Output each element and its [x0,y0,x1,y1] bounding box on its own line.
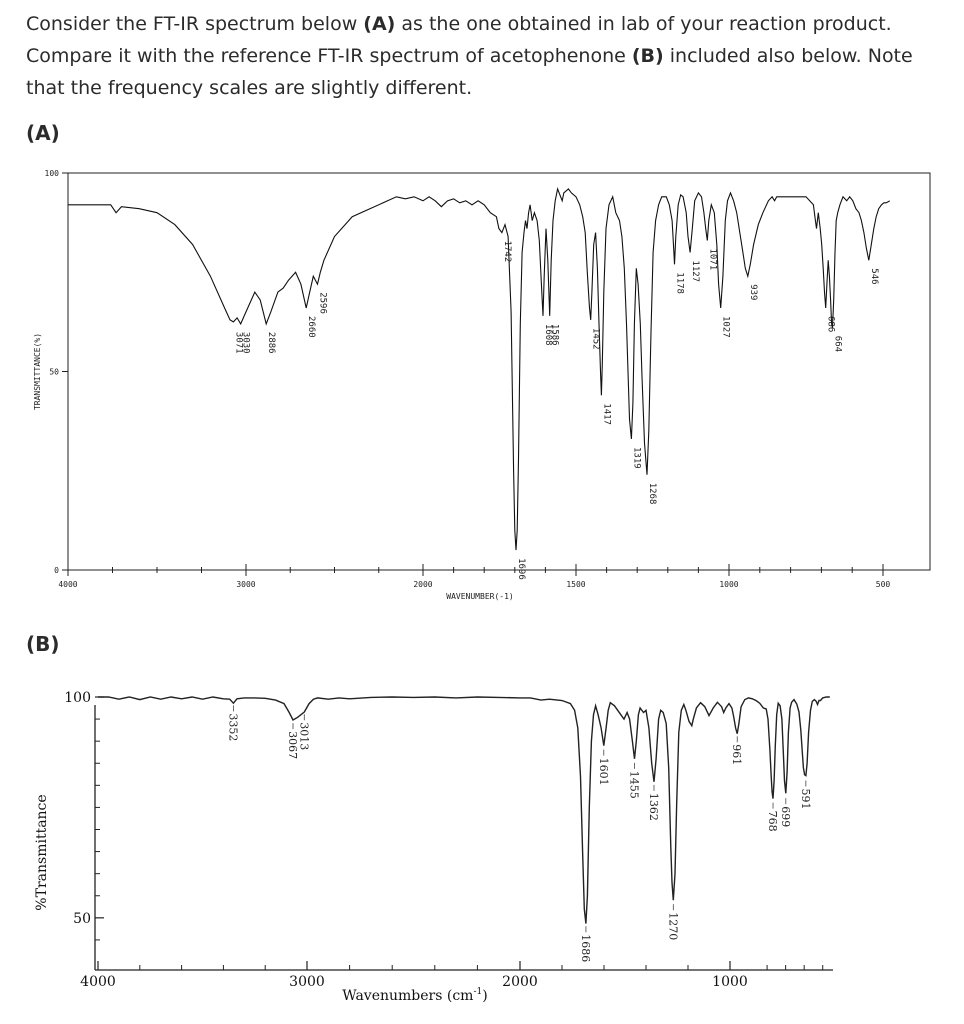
chart-b-peak-label: 1455 [628,771,641,799]
intro-ref-b: (B) [631,45,664,67]
chart-a-x-axis-label: WAVENUMBER(-1) [446,592,513,601]
chart-a-peak-label: 664 [833,336,843,352]
chart-b-x-axis-label: Wavenumbers (cm-1) [342,987,487,1004]
spectrum-chart-b: 50 100 4000 3000 2000 1000 Wavenumbers (cm-1)… [34,690,833,1004]
chart-a-peak-label: 1178 [675,272,685,294]
chart-a-x-tick-label: 1500 [566,580,585,589]
chart-a-x-tick-label: 3000 [236,580,255,589]
chart-a-peak-label: 1608 [543,324,553,346]
intro-text-3: included also below. Note that the frequ… [26,45,913,99]
chart-a-x-tick-label: 1000 [719,580,738,589]
chart-a-peak-label: 1319 [631,447,641,469]
chart-b-y-tick-label: 100 [64,690,91,706]
chart-b-peak-label: 1601 [597,758,610,786]
chart-a-peak-label: 686 [826,316,836,332]
chart-b-peak-label: 1686 [579,934,592,962]
chart-a-y-tick-label: 0 [54,566,59,575]
section-label-a: (A) [26,121,60,145]
chart-b-peak-label: 1270 [666,912,679,940]
chart-a-frame [67,172,931,571]
chart-b-spectrum-line [98,696,830,924]
chart-a-peak-label: 1027 [721,316,731,338]
chart-b-x-tick-label: 4000 [80,974,116,990]
chart-a-y-tick-label: 50 [49,368,59,377]
chart-a-peak-label: 1742 [502,241,512,263]
chart-a-spectrum-line [68,186,891,551]
chart-a-y-tick-label: 100 [45,169,60,178]
intro-paragraph: Consider the FT-IR spectrum below (A) as… [26,8,946,104]
section-label-b: (B) [26,632,60,656]
chart-a-y-axis-label: TRANSMITTANCE(%) [33,333,42,410]
chart-a-peak-label: 1586 [550,324,560,346]
chart-a-peak-label: 2886 [266,332,276,354]
chart-b-peak-label: 3013 [297,722,310,750]
chart-a-peak-label: 939 [748,284,758,300]
chart-b-x-axis-superscript: -1 [473,987,482,997]
chart-b-peak-label: 1362 [647,793,660,821]
chart-a-x-tick-label: 500 [876,580,891,589]
chart-b-peak-label: 699 [779,806,792,827]
chart-b-x-tick-label: 2000 [502,974,538,990]
spectrum-chart-a: 4000 3000 2000 1500 1000 500 0 50 100 WAVENUMBER… [33,169,931,601]
chart-a-peak-label: 3071 [233,332,243,354]
chart-b-y-tick-label: 50 [73,911,91,927]
chart-b-peak-label: 3352 [226,713,239,741]
chart-b-x-tick-label: 3000 [289,974,325,990]
chart-a-peak-label: 3030 [241,332,251,354]
chart-a-peak-label: 1452 [591,328,601,350]
chart-b-x-tick-label: 1000 [712,974,748,990]
intro-text-1: Consider the FT-IR spectrum below [26,13,364,35]
chart-a-peak-label: 546 [869,268,879,284]
intro-ref-a: (A) [363,13,396,35]
chart-a-peak-label: 1071 [707,249,717,271]
chart-b-peak-label: 768 [766,811,779,832]
chart-b-y-axis-label: %Transmittance [34,794,50,910]
chart-a-peak-label: 1696 [516,558,526,580]
chart-a-peak-label: 2596 [318,292,328,314]
intro-text-2: as the one obtained in lab of your react… [26,13,892,67]
chart-a-peak-label: 1127 [690,260,700,282]
chart-a-peak-label: 2660 [306,316,316,338]
chart-b-peak-label: 3067 [286,731,299,759]
chart-a-x-tick-label: 4000 [58,580,77,589]
chart-a-x-tick-label: 2000 [413,580,432,589]
chart-b-peak-label: 591 [799,789,812,810]
chart-b-peak-label: 961 [730,744,743,765]
chart-a-peak-label: 1268 [647,483,657,505]
chart-a-peak-label: 1417 [601,403,611,425]
